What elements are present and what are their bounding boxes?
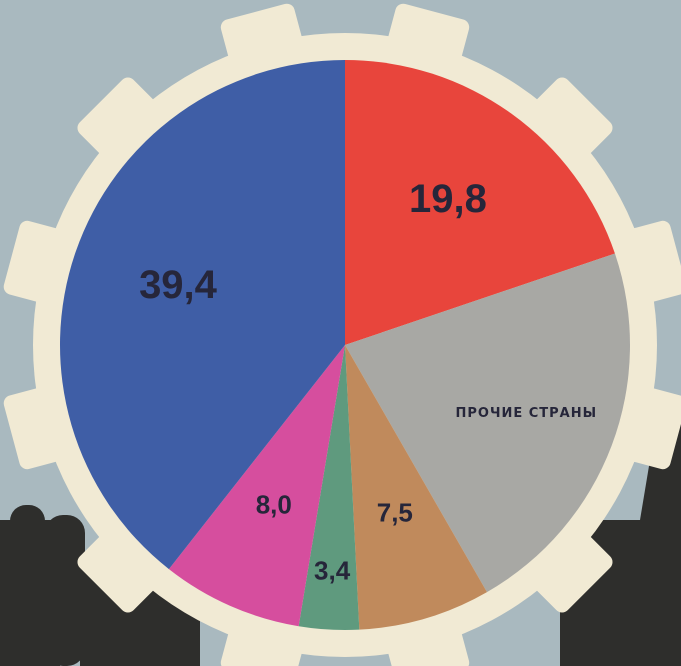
pie-slice xyxy=(168,345,345,627)
pie: 19,8 ПРОЧИЕ СТРАНЫ 7,5 3,4 8,0 39,4 xyxy=(59,60,631,630)
pie-slice xyxy=(298,345,360,630)
gear-tooth xyxy=(383,3,470,78)
value-label: 7,5 xyxy=(377,497,413,527)
pie-slice xyxy=(345,253,631,593)
gear-tooth xyxy=(3,220,78,307)
gear-tooth xyxy=(220,3,307,78)
value-label: 3,4 xyxy=(314,556,351,586)
value-label: 8,0 xyxy=(256,490,292,520)
gear-tooth xyxy=(3,383,78,470)
value-label: 19,8 xyxy=(409,177,487,221)
gear-tooth xyxy=(77,77,168,168)
pie-slice xyxy=(345,345,487,630)
gear-tooth xyxy=(522,77,613,168)
gear-tooth xyxy=(612,220,681,307)
gear-tooth xyxy=(383,612,470,666)
value-label: 39,4 xyxy=(139,263,218,307)
pie-slice xyxy=(59,60,345,570)
pie-slice xyxy=(345,60,615,345)
gear-tooth xyxy=(77,522,168,613)
category-label: ПРОЧИЕ СТРАНЫ xyxy=(455,406,597,421)
gear-tooth xyxy=(612,383,681,470)
gear-tooth xyxy=(220,612,307,666)
gear-tooth xyxy=(522,522,613,613)
